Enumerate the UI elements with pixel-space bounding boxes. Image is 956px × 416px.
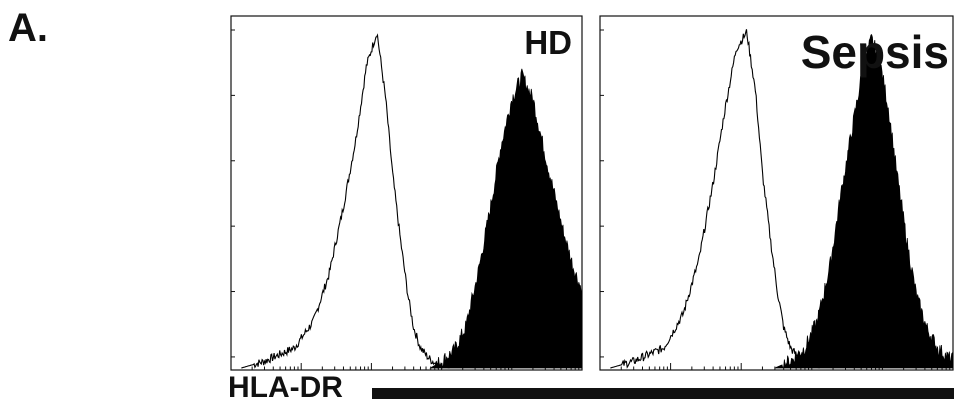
control-histogram-outline xyxy=(241,33,450,369)
filled-histogram xyxy=(429,68,582,369)
x-axis-direction-bar xyxy=(372,388,954,399)
plot-frame xyxy=(599,15,954,371)
control-histogram-outline xyxy=(610,29,820,369)
histogram-panel-hd: HD xyxy=(230,15,583,371)
panel-letter: A. xyxy=(8,6,48,51)
histogram-panel-sepsis: Sepsis xyxy=(599,15,954,371)
panel-letter-text: A xyxy=(8,6,37,50)
filled-histogram xyxy=(774,33,953,369)
panel-label: Sepsis xyxy=(801,26,949,78)
x-axis-label: HLA-DR xyxy=(228,371,343,404)
panel-label: HD xyxy=(524,24,572,61)
panel-letter-dot: . xyxy=(36,6,49,50)
plot-frame xyxy=(230,15,583,371)
